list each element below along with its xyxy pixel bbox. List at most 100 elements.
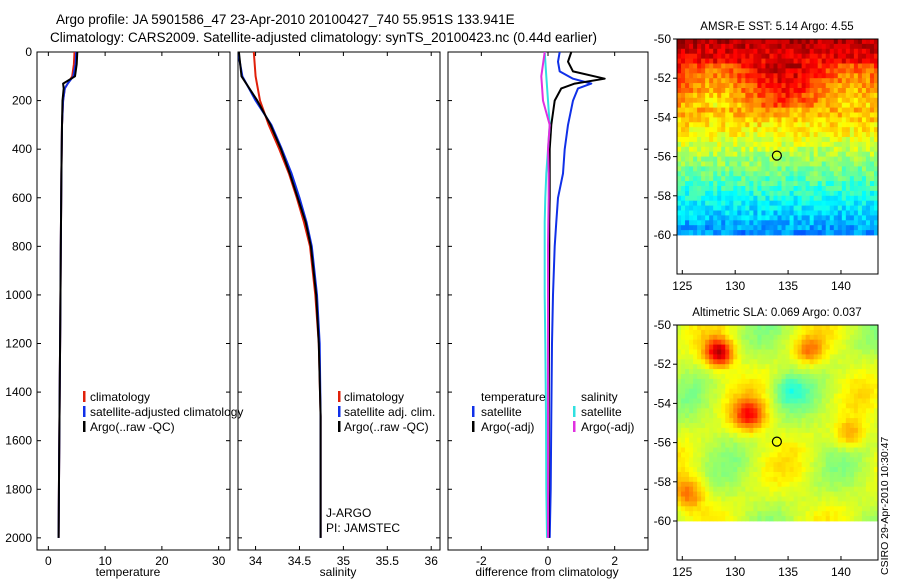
map-cell (809, 97, 815, 104)
map-cell (721, 442, 726, 448)
map-cell (741, 339, 746, 345)
map-cell (749, 112, 754, 118)
map-cell (869, 486, 875, 492)
map-cell (749, 354, 754, 360)
map-cell (773, 325, 778, 331)
map-cell (765, 220, 770, 226)
map-cell (753, 166, 758, 172)
map-cell (741, 195, 746, 202)
map-cell (817, 369, 823, 375)
map-cell (857, 220, 863, 226)
map-cell (873, 452, 879, 458)
salinity-legend: climatology satellite adj. clim. Argo(..… (326, 390, 435, 535)
y-tick-label: 1800 (5, 482, 32, 496)
map-cell (701, 452, 706, 458)
map-cell (845, 452, 851, 458)
map-cell (833, 151, 839, 157)
map-cell (705, 437, 710, 443)
map-cell (845, 137, 851, 143)
map-cell (797, 176, 803, 182)
map-cell (801, 200, 807, 206)
map-cell (721, 156, 726, 162)
map-cell (749, 141, 754, 148)
map-cell (729, 73, 734, 79)
map-cell (801, 388, 807, 394)
map-cell (721, 339, 726, 345)
map-cell (825, 210, 831, 216)
map-cell (769, 374, 774, 380)
map-cell (809, 166, 815, 172)
map-cell (869, 137, 875, 143)
map-cell (701, 122, 706, 128)
map-cell (781, 339, 786, 345)
map-cell (729, 476, 734, 483)
map-cell (693, 146, 698, 153)
map-cell (749, 344, 754, 350)
map-cell (697, 73, 702, 79)
map-cell (705, 516, 710, 522)
map-cell (873, 92, 879, 99)
map-cell (781, 378, 786, 385)
map-cell (761, 117, 766, 123)
map-cell (725, 137, 730, 143)
map-cell (773, 442, 778, 448)
map-cell (705, 97, 710, 104)
map-cell (721, 102, 726, 108)
map-cell (709, 442, 714, 448)
map-cell (825, 63, 831, 69)
map-cell (697, 92, 702, 99)
map-cell (841, 137, 847, 143)
map-cell (677, 481, 682, 488)
map-cell (801, 467, 807, 473)
map-cell (873, 344, 879, 350)
map-cell (721, 486, 726, 492)
map-cell (737, 48, 742, 55)
map-cell (861, 102, 867, 108)
map-cell (681, 325, 686, 331)
map-cell (761, 181, 766, 187)
map-cell (813, 68, 819, 74)
map-cell (713, 53, 718, 59)
map-cell (717, 132, 722, 138)
map-cell (693, 132, 698, 138)
map-cell (769, 442, 774, 448)
map-cell (801, 403, 807, 409)
map-cell (701, 117, 706, 123)
map-cell (829, 516, 835, 522)
map-cell (833, 186, 839, 192)
map-cell (829, 476, 835, 483)
map-cell (857, 344, 863, 350)
argo-position-marker (771, 150, 782, 161)
map-cell (829, 462, 835, 468)
map-cell (849, 230, 855, 236)
map-cell (789, 107, 794, 113)
map-cell (769, 63, 774, 69)
map-cell (841, 472, 847, 478)
map-cell (873, 462, 879, 468)
map-cell (749, 151, 754, 157)
map-cell (861, 413, 867, 419)
map-cell (689, 452, 694, 458)
map-cell (785, 506, 790, 512)
map-cell (809, 359, 815, 365)
map-cell (737, 334, 742, 341)
map-cell (805, 181, 811, 187)
map-cell (833, 225, 839, 231)
map-cell (869, 491, 875, 497)
map-cell (677, 329, 682, 336)
map-cell (837, 383, 843, 390)
map-cell (733, 486, 738, 492)
map-cell (761, 467, 766, 473)
map-cell (825, 97, 831, 104)
map-cell (749, 58, 754, 64)
map-cell (805, 186, 811, 192)
map-cell (873, 112, 879, 118)
map-cell (865, 210, 871, 216)
map-cell (801, 43, 807, 50)
map-cell (705, 476, 710, 483)
map-cell (873, 200, 879, 206)
map-cell (753, 413, 758, 419)
map-cell (857, 491, 863, 497)
map-cell (813, 364, 819, 370)
map-cell (865, 43, 871, 50)
